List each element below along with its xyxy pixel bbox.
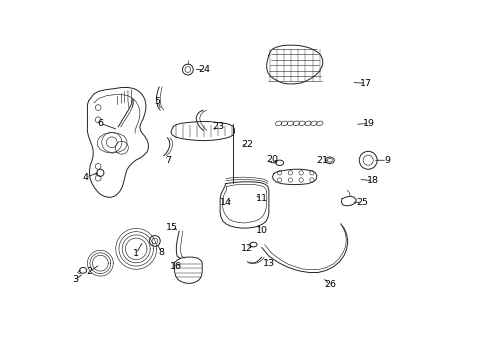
Text: 13: 13 (262, 259, 274, 268)
Text: 12: 12 (241, 244, 253, 253)
Text: 1: 1 (133, 249, 139, 258)
Text: 22: 22 (241, 140, 253, 149)
Text: 25: 25 (355, 198, 367, 207)
Text: 26: 26 (323, 280, 335, 289)
Text: 17: 17 (359, 79, 371, 88)
Text: 24: 24 (198, 65, 210, 74)
Text: 7: 7 (165, 156, 171, 165)
Text: 11: 11 (255, 194, 267, 203)
Text: 18: 18 (366, 176, 378, 185)
Text: 16: 16 (169, 262, 181, 271)
Text: 6: 6 (97, 119, 103, 128)
Text: 4: 4 (83, 173, 89, 182)
Text: 19: 19 (363, 119, 374, 128)
Text: 21: 21 (316, 156, 328, 165)
Text: 15: 15 (166, 223, 178, 232)
Text: 14: 14 (220, 198, 231, 207)
Text: 9: 9 (384, 156, 389, 165)
Text: 23: 23 (212, 122, 224, 131)
Text: 20: 20 (266, 155, 278, 164)
Text: 2: 2 (86, 267, 92, 276)
Text: 3: 3 (72, 275, 78, 284)
Text: 10: 10 (255, 226, 267, 235)
Text: 5: 5 (154, 96, 161, 105)
Text: 8: 8 (158, 248, 164, 257)
